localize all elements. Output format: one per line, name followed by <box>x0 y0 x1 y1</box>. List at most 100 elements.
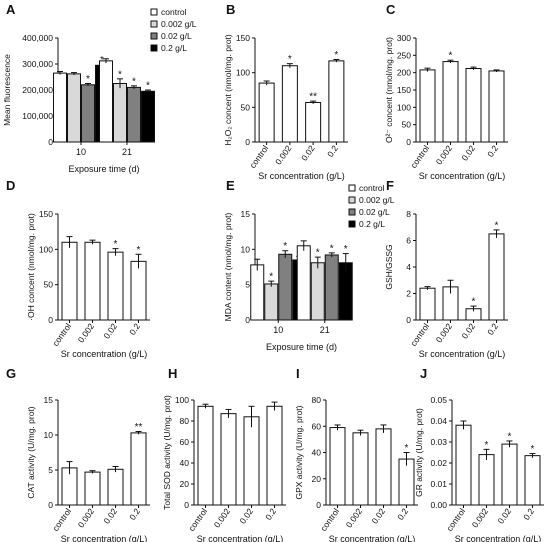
y-tick-label: 150 <box>39 209 53 219</box>
y-tick-label: 150 <box>236 33 250 43</box>
bar <box>305 101 322 143</box>
x-axis-label: Sr concentration (g/L) <box>329 534 416 542</box>
x-tick-label: control <box>50 506 73 533</box>
bar <box>61 241 78 321</box>
x-tick-label: control <box>50 321 73 348</box>
x-tick-label: 0.002 <box>344 506 365 529</box>
significance-label: * <box>472 297 476 308</box>
bar <box>455 424 472 506</box>
y-tick-label: 0 <box>48 315 53 325</box>
significance-label: * <box>531 444 535 455</box>
x-tick-label: 0.2 <box>325 143 340 159</box>
bar <box>220 413 237 506</box>
x-tick-label: 0.2 <box>485 143 500 159</box>
x-tick-label: 0.2 <box>521 506 536 522</box>
bar <box>488 233 505 321</box>
y-tick-label: 80 <box>180 416 190 426</box>
y-tick-label: 50 <box>402 120 412 130</box>
x-axis-label: Sr concentration (g/L) <box>61 349 148 359</box>
y-tick-label: 2 <box>406 289 411 299</box>
x-tick-label: control <box>408 143 431 170</box>
panel-letter: J <box>420 366 427 381</box>
y-tick-label: 100,000 <box>22 111 53 121</box>
x-tick-label: control <box>318 506 341 533</box>
bar <box>501 443 518 506</box>
y-tick-label: 0.02 <box>430 458 447 468</box>
x-tick-label: 0.002 <box>273 143 294 166</box>
x-tick-label: 0.002 <box>76 321 97 344</box>
x-tick-label: 0.002 <box>434 143 455 166</box>
x-tick-label: control <box>247 143 270 170</box>
y-tick-label: 200 <box>397 68 411 78</box>
y-tick-label: 0 <box>48 500 53 510</box>
x-axis-label: Sr concentration (g/L) <box>61 534 148 542</box>
y-tick-label: 50 <box>44 280 54 290</box>
significance-label: * <box>508 431 512 442</box>
panel-f: F 0 2 4 6 8 GSH/GSSG control 0.002 * 0.02 * 0.2 Sr co… <box>384 178 508 359</box>
y-tick-label: 15 <box>44 395 54 405</box>
bar <box>81 84 95 143</box>
panel-letter: A <box>6 2 16 17</box>
x-axis-label: Sr concentration (g/L) <box>258 171 345 181</box>
x-tick-label: 0.2 <box>263 506 278 522</box>
bar <box>250 264 265 321</box>
panel-e: E 0 5 10 15 MDA content (nmol/mg. prot) * * 10 * *… <box>223 178 395 352</box>
y-tick-label: 100 <box>397 102 411 112</box>
significance-label: * <box>283 241 287 252</box>
significance-label: * <box>344 244 348 255</box>
x-tick-label: control <box>408 321 431 348</box>
legend-label: 0.02 g/L <box>359 207 390 217</box>
y-tick-label: 40 <box>312 448 322 458</box>
y-axis-label: O²⁻ concent (nmol/mg. prot) <box>384 37 394 143</box>
x-axis-label: Exposure time (d) <box>266 342 337 352</box>
bar <box>99 60 113 143</box>
y-tick-label: 0.01 <box>430 479 447 489</box>
legend-swatch <box>150 20 158 28</box>
panel-letter: G <box>6 366 16 381</box>
x-tick-label: 0.02 <box>237 506 255 526</box>
x-axis-label: Sr concentration (g/L) <box>197 534 284 542</box>
x-tick-label: 0.2 <box>485 321 500 337</box>
x-tick-label: 0.002 <box>434 321 455 344</box>
significance-label: * <box>137 245 141 256</box>
y-tick-label: 10 <box>241 244 251 254</box>
x-tick-label: 0.02 <box>299 143 317 163</box>
significance-label: * <box>288 54 292 65</box>
panel-letter: B <box>226 2 235 17</box>
significance-label: ** <box>309 92 317 103</box>
y-axis-label: GR activity (U/mg. prot) <box>414 408 424 497</box>
x-tick-label: 0.002 <box>470 506 491 529</box>
x-tick-label: 10 <box>273 325 283 335</box>
y-axis-label: Mean fluorescence <box>2 54 12 126</box>
significance-label: * <box>86 74 90 85</box>
bar <box>524 455 541 506</box>
x-tick-label: 0.02 <box>459 321 477 341</box>
y-tick-label: 60 <box>312 421 322 431</box>
legend-label: control <box>161 7 187 17</box>
bar <box>130 260 147 321</box>
x-tick-label: 0.02 <box>369 506 387 526</box>
y-tick-label: 0 <box>48 137 53 147</box>
significance-label: * <box>269 272 273 283</box>
x-axis-label: Sr concentration (g/L) <box>419 171 506 181</box>
panel-a: A 0 100,000 200,000 300,000 400,000 Mean fluor… <box>2 2 197 174</box>
bar <box>465 68 482 143</box>
y-axis-label: Total SOD activity (U/mg. prot) <box>162 395 172 510</box>
bar <box>296 245 311 321</box>
y-axis-label: H₂O₂ concent (nmol/mg. prot) <box>223 34 233 146</box>
significance-label: * <box>495 220 499 231</box>
legend-label: control <box>359 183 385 193</box>
bar <box>67 73 81 143</box>
y-tick-label: 5 <box>48 465 53 475</box>
x-axis-label: Sr concentration (g/L) <box>419 349 506 359</box>
y-tick-label: 0.03 <box>430 437 447 447</box>
y-tick-label: 0.04 <box>430 416 447 426</box>
legend-swatch <box>150 44 158 52</box>
panel-letter: F <box>386 178 394 193</box>
y-tick-label: 50 <box>241 102 251 112</box>
y-tick-label: 100 <box>175 395 189 405</box>
y-tick-label: 0 <box>406 137 411 147</box>
